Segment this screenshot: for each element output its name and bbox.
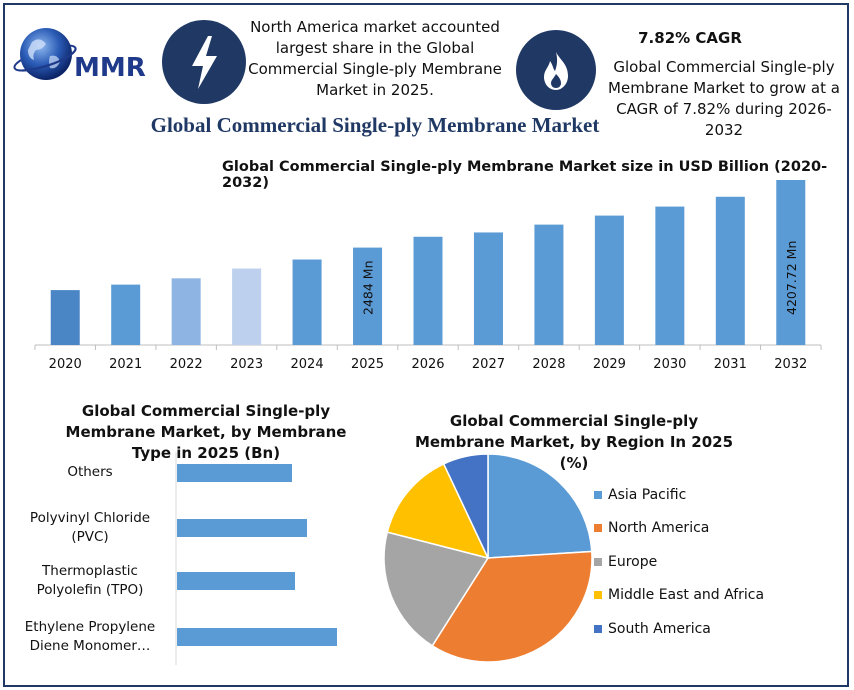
legend-label: Europe	[608, 553, 658, 570]
legend-label: Asia Pacific	[608, 486, 687, 503]
cagr-info: Global Commercial Single-ply Membrane Ma…	[608, 58, 840, 139]
legend-label: South America	[608, 620, 711, 637]
x-tick-label-2020: 2020	[49, 357, 82, 372]
page-title: Global Commercial Single-ply Membrane Ma…	[150, 113, 600, 137]
bar-2021	[111, 284, 141, 345]
region-legend: Asia Pacific North America Europe Middle Ea…	[594, 478, 834, 646]
bar-2025	[353, 247, 383, 345]
bar-2024	[292, 259, 322, 345]
pie-slice-europe	[383, 531, 490, 647]
flame-badge	[516, 30, 596, 110]
bar-2030	[655, 206, 685, 345]
legend-item: Asia Pacific	[594, 478, 834, 512]
x-tick-label-2032: 2032	[774, 357, 807, 372]
hbar-3	[177, 572, 295, 590]
x-tick-label-2029: 2029	[593, 357, 626, 372]
hbar-1	[177, 464, 292, 482]
bar-2031	[715, 196, 745, 345]
legend-swatch	[594, 557, 602, 566]
legend-swatch	[594, 591, 602, 600]
x-tick-label-2030: 2030	[653, 357, 686, 372]
x-tick-label-2024: 2024	[291, 357, 324, 372]
bar-2032	[776, 180, 806, 345]
bar-2023	[232, 268, 262, 345]
x-tick-label-2031: 2031	[714, 357, 747, 372]
data-label-2025: 2484 Mn	[361, 261, 376, 316]
region-pie-chart	[383, 453, 593, 663]
legend-label: North America	[608, 520, 710, 537]
pie-slice-middle-east-and-africa	[386, 462, 490, 560]
membrane-type-chart-title: Global Commercial Single-ply Membrane Ma…	[65, 402, 347, 462]
legend-swatch	[594, 524, 602, 533]
bar-2026	[413, 236, 443, 345]
lightning-bolt-icon	[192, 36, 217, 89]
legend-item: North America	[594, 512, 834, 546]
legend-swatch	[594, 624, 602, 633]
market-size-bar-chart: 2020 2021 2022 2023 2024 2025 2484 Mn 2026 2027 2…	[34, 180, 822, 372]
hbar-category-label: Polyvinyl Chloride (PVC)	[29, 510, 151, 545]
bar-2020	[50, 290, 80, 345]
bar-2029	[594, 215, 624, 345]
pie-slice-north-america	[431, 550, 593, 663]
x-tick-label-2022: 2022	[170, 357, 203, 372]
hbar-2	[177, 519, 307, 537]
globe-logo-icon: MMR	[13, 28, 146, 83]
bar-2022	[171, 278, 201, 345]
bar-2028	[534, 224, 564, 345]
cagr-title: 7.82% CAGR	[638, 29, 742, 47]
flame-icon	[544, 52, 568, 90]
north-america-info: North America market accounted largest s…	[248, 18, 502, 99]
pie-slice-asia-pacific	[487, 453, 593, 559]
legend-label: Middle East and Africa	[608, 587, 765, 604]
x-tick-label-2027: 2027	[472, 357, 505, 372]
legend-swatch	[594, 490, 602, 499]
hbar-category-label: Others	[67, 463, 113, 480]
x-tick-label-2028: 2028	[532, 357, 565, 372]
pie-slice-south-america	[442, 453, 489, 559]
hbar-4	[177, 628, 337, 646]
x-tick-label-2021: 2021	[109, 357, 142, 372]
hbar-category-label: Ethylene Propylene Diene Monomer…	[24, 619, 156, 654]
hbar-category-label: Thermoplastic Polyolefin (TPO)	[36, 563, 144, 598]
x-tick-label-2023: 2023	[230, 357, 263, 372]
region-chart-title: Global Commercial Single-ply Membrane Ma…	[414, 412, 734, 472]
data-label-2032: 4207.72 Mn	[784, 241, 799, 315]
market-size-chart-title: Global Commercial Single-ply Membrane Ma…	[222, 159, 828, 191]
x-tick-label-2026: 2026	[411, 357, 444, 372]
lightning-badge	[162, 20, 246, 104]
bar-2027	[473, 232, 503, 345]
x-tick-label-2025: 2025	[351, 357, 384, 372]
membrane-type-bar-chart	[175, 452, 337, 665]
mmr-logo: MMR	[12, 22, 162, 92]
logo-text: MMR	[74, 53, 146, 83]
legend-item: Middle East and Africa	[594, 579, 834, 613]
legend-item: Europe	[594, 545, 834, 579]
legend-item: South America	[594, 612, 834, 646]
